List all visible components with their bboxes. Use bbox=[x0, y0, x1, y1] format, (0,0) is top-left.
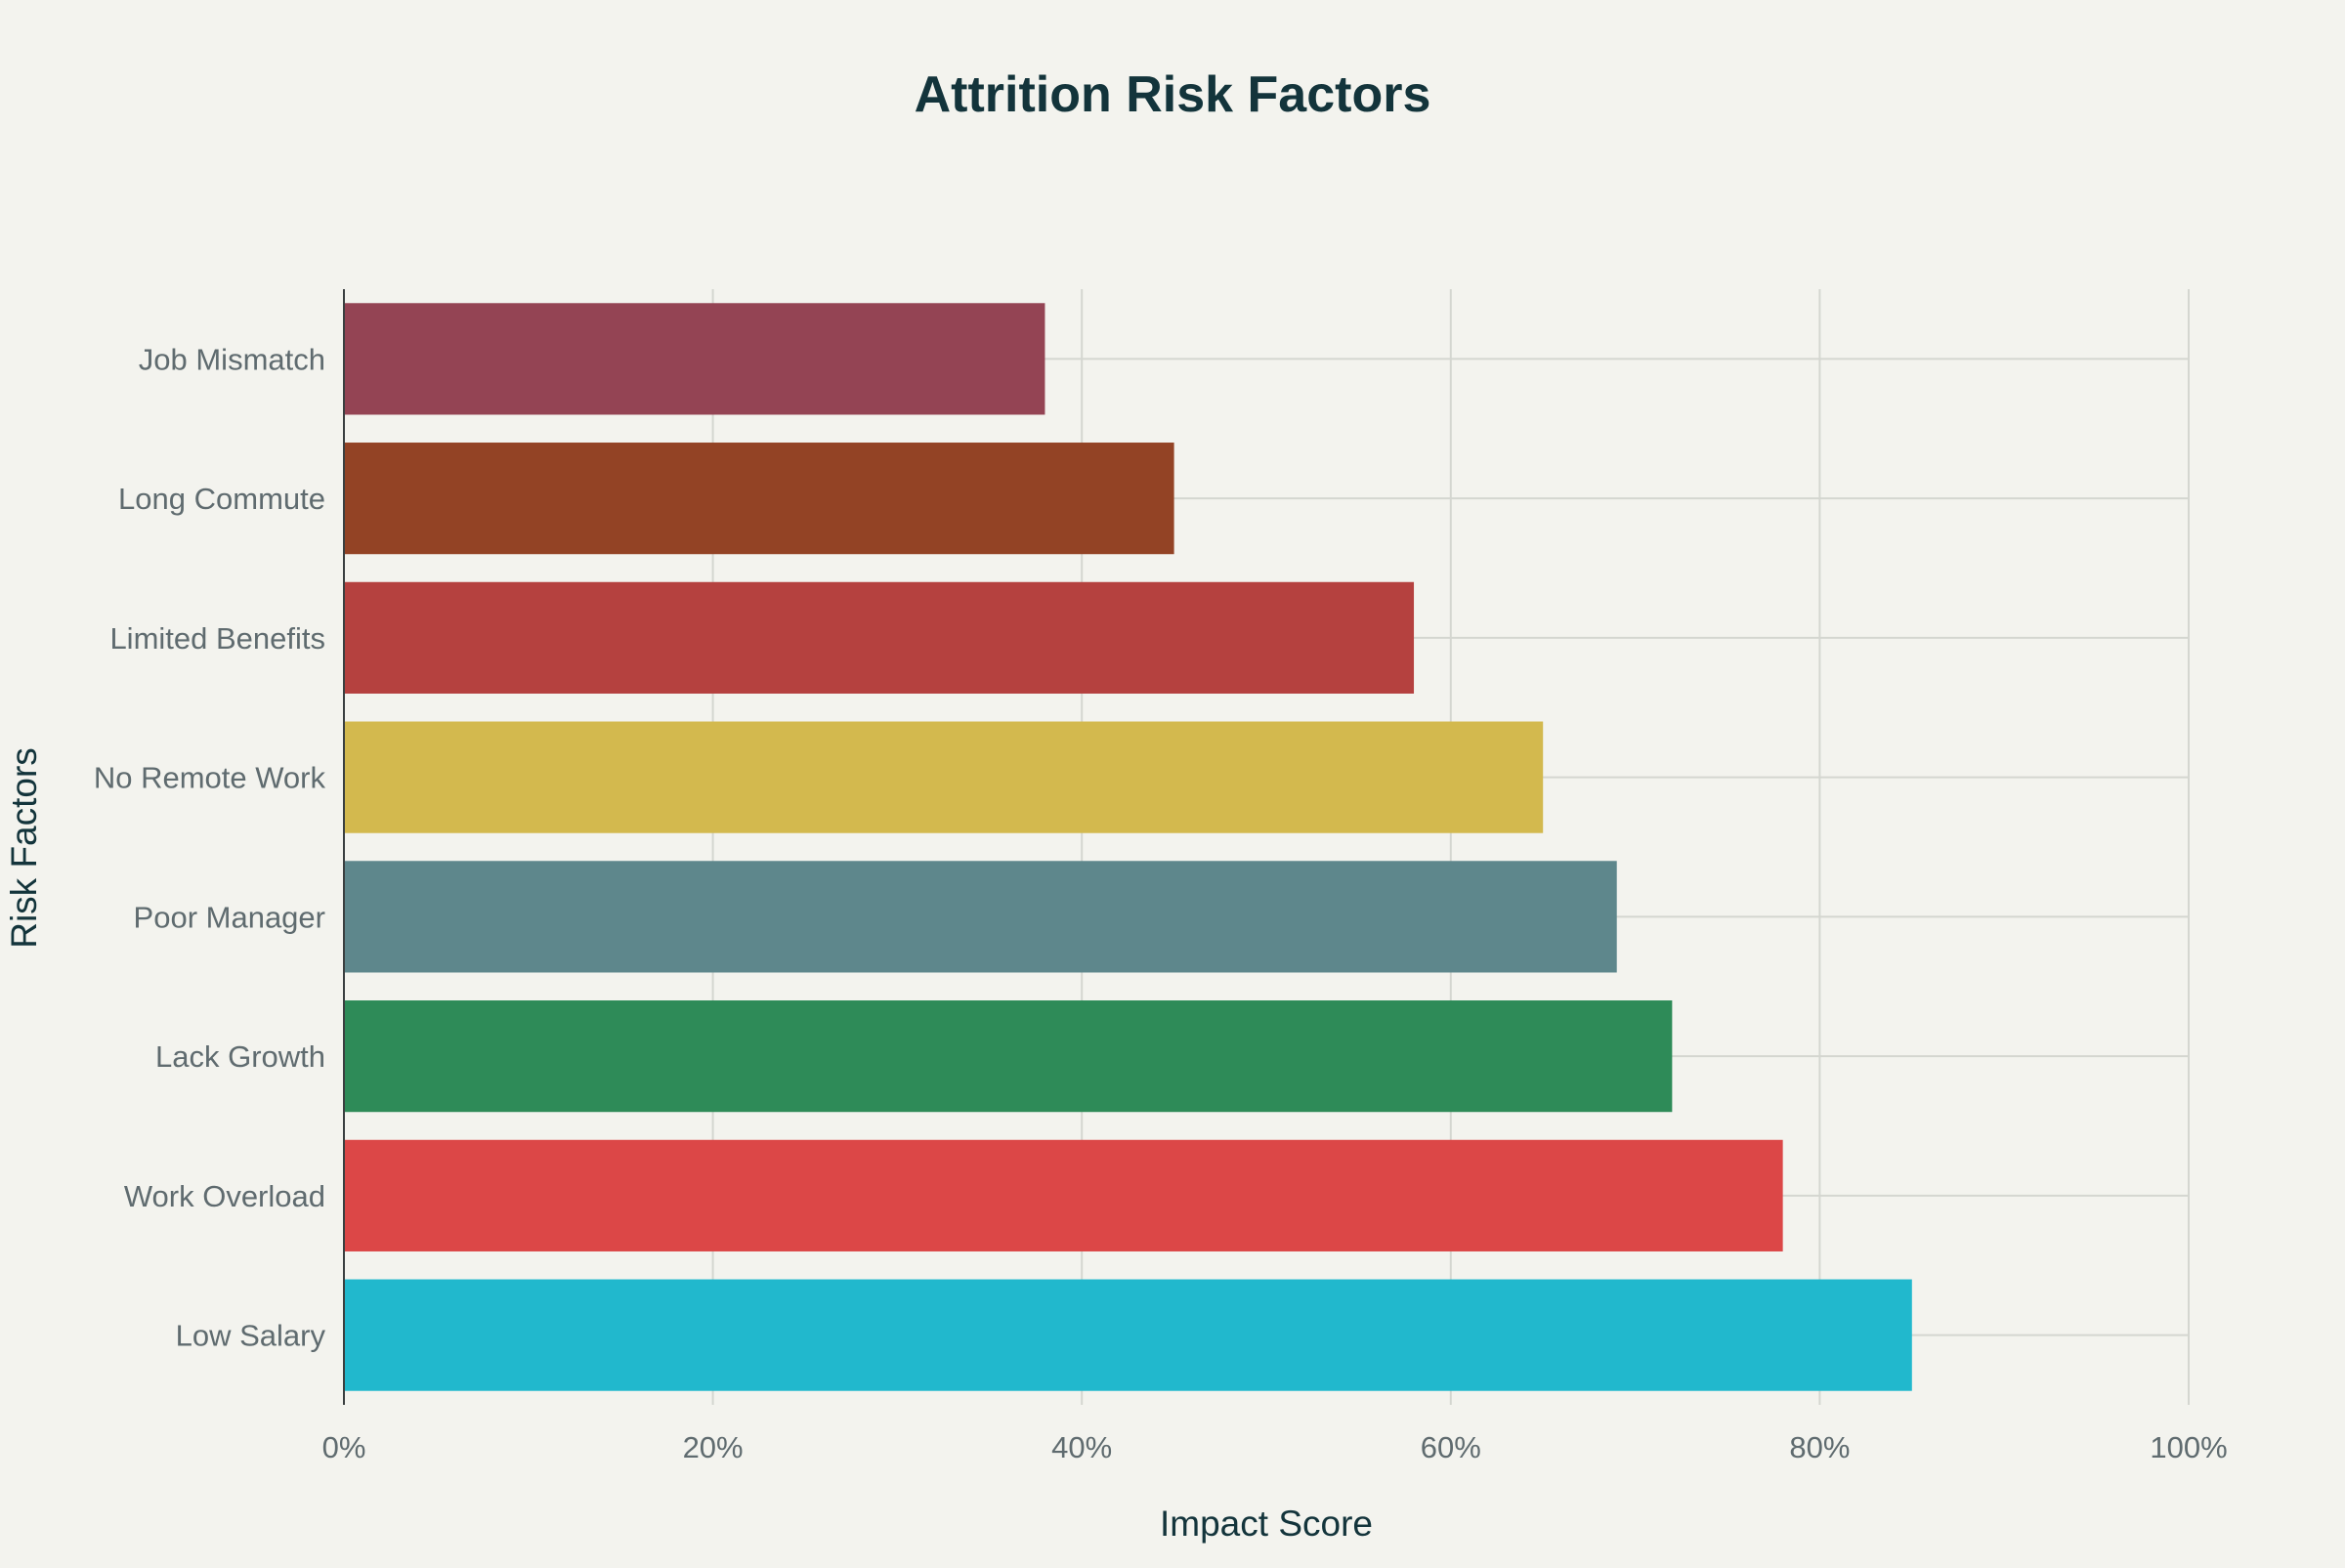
bars bbox=[344, 303, 1912, 1391]
y-tick-label: Long Commute bbox=[118, 482, 325, 516]
x-tick-label: 20% bbox=[683, 1430, 744, 1464]
bar bbox=[344, 1000, 1673, 1113]
y-tick-label: Job Mismatch bbox=[139, 342, 325, 376]
bar bbox=[344, 1139, 1783, 1251]
bar bbox=[344, 303, 1045, 415]
x-axis-title: Impact Score bbox=[1160, 1504, 1373, 1544]
y-tick-label: Work Overload bbox=[124, 1179, 325, 1213]
y-tick-label: Poor Manager bbox=[134, 900, 325, 934]
bar bbox=[344, 861, 1617, 973]
x-tick-label: 80% bbox=[1789, 1430, 1850, 1464]
y-tick-label: Low Salary bbox=[176, 1319, 326, 1353]
x-tick-label: 60% bbox=[1421, 1430, 1481, 1464]
x-tick-label: 40% bbox=[1051, 1430, 1112, 1464]
x-tick-label: 100% bbox=[2150, 1430, 2227, 1464]
x-tick-label: 0% bbox=[322, 1430, 366, 1464]
x-tick-labels: 0% 20% 40% 60% 80% 100% bbox=[322, 1430, 2228, 1464]
bar bbox=[344, 581, 1415, 694]
bar bbox=[344, 721, 1544, 833]
bar bbox=[344, 1279, 1912, 1391]
bar bbox=[344, 443, 1174, 555]
chart-title: Attrition Risk Factors bbox=[915, 66, 1431, 123]
y-tick-label: Limited Benefits bbox=[109, 621, 325, 656]
y-tick-label: No Remote Work bbox=[94, 761, 326, 795]
y-axis-title: Risk Factors bbox=[4, 747, 44, 949]
y-tick-labels: Low Salary Work Overload Lack Growth Poor M… bbox=[94, 342, 326, 1352]
y-tick-label: Lack Growth bbox=[155, 1039, 325, 1074]
